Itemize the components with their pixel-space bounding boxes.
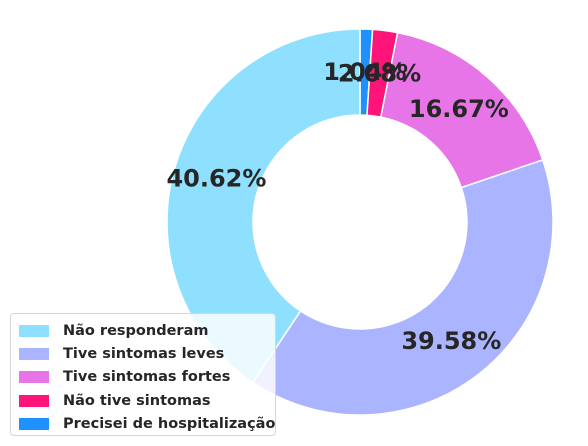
legend-label: Tive sintomas leves bbox=[63, 346, 225, 363]
slice-value-label: 40.62% bbox=[166, 164, 266, 192]
legend-label: Não tive sintomas bbox=[63, 392, 211, 409]
donut-slice-4 bbox=[251, 159, 554, 416]
legend-entry: Tive sintomas fortes bbox=[19, 366, 275, 389]
legend-entry: Tive sintomas leves bbox=[19, 342, 275, 365]
legend-entry: Precisei de hospitalização bbox=[19, 413, 275, 436]
legend-swatch bbox=[19, 348, 49, 361]
legend-label: Não responderam bbox=[63, 322, 209, 339]
legend-swatch bbox=[19, 371, 49, 384]
legend-swatch bbox=[19, 324, 49, 337]
legend-entry: Não tive sintomas bbox=[19, 389, 275, 412]
donut-slice-5 bbox=[166, 28, 361, 384]
legend-swatch bbox=[19, 418, 49, 431]
slice-value-label: 39.58% bbox=[401, 327, 501, 355]
legend-entry: Não responderam bbox=[19, 319, 275, 342]
slice-value-label: 16.67% bbox=[409, 95, 509, 123]
slice-value-label: 2.08% bbox=[338, 59, 421, 87]
slice-value-label: 1.04% bbox=[323, 58, 406, 86]
chart-legend: Não responderam Tive sintomas leves Tive… bbox=[10, 313, 276, 436]
legend-swatch bbox=[19, 394, 49, 407]
legend-label: Precisei de hospitalização bbox=[63, 416, 276, 433]
legend-label: Tive sintomas fortes bbox=[63, 369, 231, 386]
